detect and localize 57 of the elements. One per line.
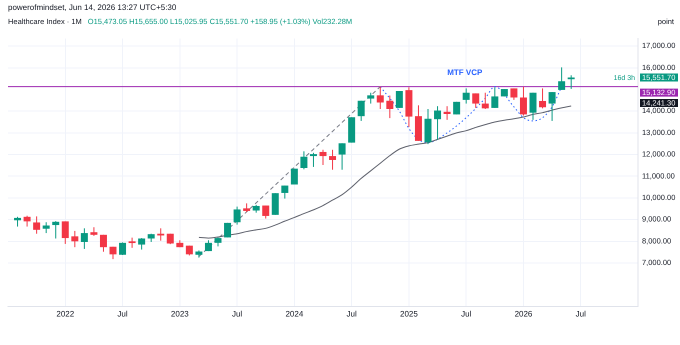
candlestick [262,205,270,220]
candlestick [367,92,374,104]
candlestick [110,246,116,260]
candlestick [281,185,288,200]
candlestick [80,228,88,250]
candlestick [482,92,489,110]
candlestick [310,152,317,168]
candlestick [100,234,107,252]
candlestick [358,100,365,122]
candlestick [166,233,174,245]
candlestick [24,215,31,228]
candlestick [157,228,164,242]
candlestick [329,149,336,170]
candlestick [530,92,536,120]
candlestick [462,88,470,104]
x-tick-label: 2025 [400,309,418,318]
x-tick-label: Jul [117,309,128,318]
candlestick [453,101,460,115]
candlestick [424,108,432,145]
x-tick-label: Jul [232,309,242,318]
candlestick [338,142,346,170]
annotation: MTF VCP [447,68,483,77]
x-tick-label: 2022 [56,309,75,318]
candlestick [234,206,241,226]
candlestick [520,86,527,116]
candlestick [548,92,556,122]
candlestick [33,216,40,234]
candlestick [491,86,498,108]
x-tick-label: Jul [346,309,357,318]
candlestick [472,92,480,108]
candlestick [386,95,394,119]
candlestick [62,220,69,244]
x-tick-label: Jul [461,309,472,318]
candlestick [224,222,232,238]
candlestick [71,230,78,248]
candlestick [138,238,146,250]
candlestick [434,106,442,140]
candlestick [376,86,384,110]
x-tick-label: 2023 [170,309,190,318]
candlestick [119,242,126,256]
candlestick [272,192,279,216]
candlestick [558,66,566,90]
candlestick [186,245,193,256]
candlestick [42,222,50,234]
candlestick [300,150,308,170]
candlestick [444,106,451,120]
candlestick [14,216,22,228]
line-series [198,105,572,239]
candlestick [290,168,298,185]
candlestick [396,90,403,108]
x-tick-label: 2026 [514,309,533,318]
text: powerofmindset, Jun 14, 2026 13:27 UTC+5:30 [8,3,176,12]
candlestick [539,88,546,109]
candlestick [320,149,326,166]
x-tick-label: 2024 [285,309,304,318]
candlestick [52,220,60,240]
x-tick-label: Jul [576,309,586,318]
